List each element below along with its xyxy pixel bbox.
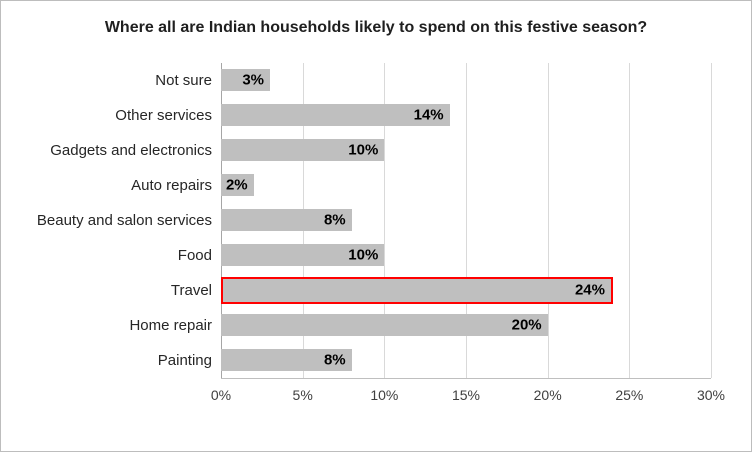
bars: 3% 14% 10% 2% 8% 10% 24% 20% 8% [221, 63, 711, 378]
category-label: Not sure [155, 71, 212, 89]
gridline [547, 62, 549, 378]
bar: 8% [221, 349, 352, 372]
bar-row: 8% [221, 343, 711, 378]
value-label: 14% [413, 106, 444, 124]
bar-row: 2% [221, 168, 711, 203]
x-tick-label: 20% [533, 386, 562, 403]
value-label: 2% [225, 176, 248, 194]
value-label: 8% [323, 351, 346, 369]
category-label: Gadgets and electronics [50, 141, 212, 159]
x-tick-label: 30% [696, 386, 726, 403]
gridline [711, 62, 712, 378]
bar-row: 24% [221, 273, 711, 308]
gridline [384, 62, 386, 378]
category-label: Painting [157, 351, 212, 369]
x-tick-label: 15% [451, 386, 481, 403]
bar: 10% [221, 244, 385, 267]
bar: 8% [221, 209, 352, 232]
gridline [466, 62, 467, 378]
category-label: Beauty and salon services [36, 211, 212, 229]
value-label: 10% [348, 141, 379, 159]
bar: 20% [221, 314, 548, 337]
plot-area: Not sure Other services Gadgets and electr… [1, 62, 751, 379]
bar-row: 3% [221, 63, 711, 98]
bar: 10% [221, 139, 385, 162]
value-label: 8% [323, 211, 346, 229]
bar-row: 14% [221, 98, 711, 133]
bar-row: 10% [221, 238, 711, 273]
bar: 3% [221, 69, 270, 92]
bar-track-area: 3% 14% 10% 2% 8% 10% 24% 20% 8% [221, 62, 712, 379]
category-label: Auto repairs [131, 176, 212, 194]
bar-row: 10% [221, 133, 711, 168]
bar-row: 20% [221, 308, 711, 343]
gridline [629, 62, 631, 378]
bar-row: 8% [221, 203, 711, 238]
category-label: Home repair [129, 316, 212, 334]
x-tick-label: 10% [370, 386, 399, 403]
x-axis: 0% 5% 10% 15% 20% 25% 30% [211, 385, 725, 407]
value-label: 10% [348, 246, 379, 264]
x-tick-label: 0% [210, 386, 232, 403]
category-axis: Not sure Other services Gadgets and electr… [13, 63, 221, 379]
bar: 2% [221, 174, 254, 197]
x-tick-label: 25% [615, 386, 644, 403]
value-label: 24% [574, 281, 605, 299]
category-label: Other services [115, 106, 212, 124]
category-label: Food [177, 246, 212, 264]
x-tick-label: 5% [292, 386, 313, 403]
value-label: 20% [511, 316, 542, 334]
category-label: Travel [170, 281, 212, 299]
chart-title: Where all are Indian households likely t… [104, 19, 648, 36]
bar-highlighted: 24% [221, 276, 613, 304]
value-label: 3% [242, 71, 264, 89]
bar: 14% [221, 104, 450, 127]
